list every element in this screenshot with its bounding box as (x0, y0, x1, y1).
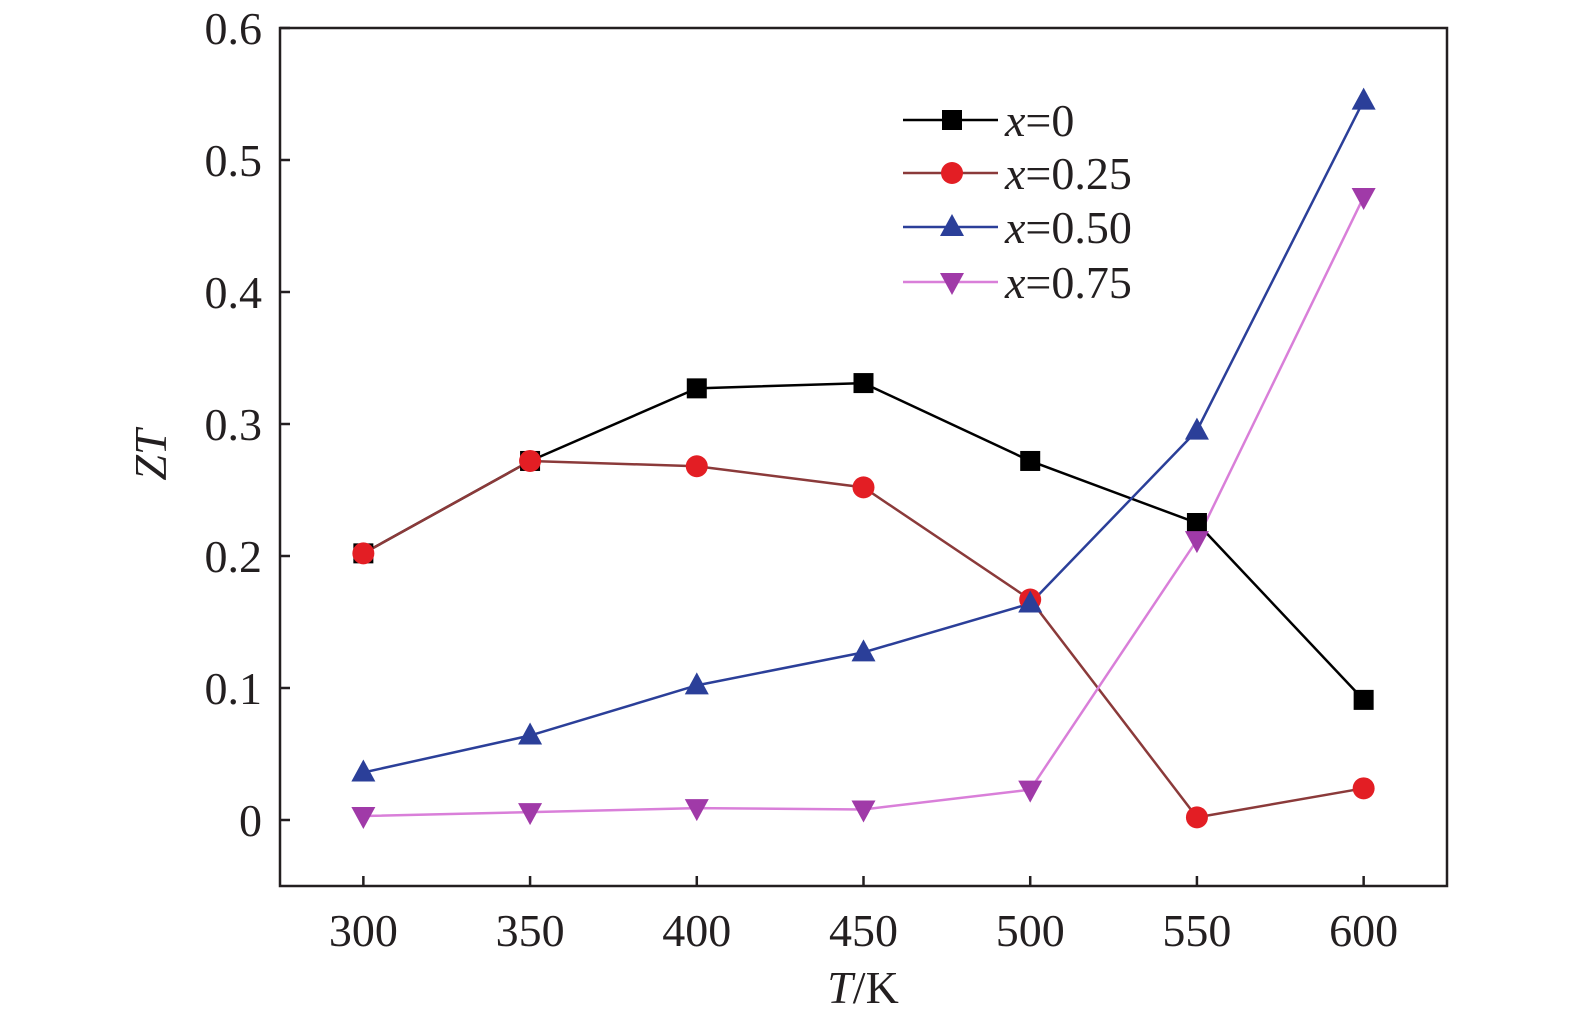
x-tick-label: 600 (1329, 905, 1398, 956)
legend-item-x075: x=0.75 (903, 257, 1132, 308)
data-point-x075 (1184, 531, 1209, 554)
series-line-x075 (363, 196, 1365, 818)
x-tick-label: 450 (829, 905, 898, 956)
data-point-x050 (351, 759, 376, 782)
legend-item-x0: x=0 (903, 95, 1074, 146)
data-point-x075 (1018, 780, 1043, 803)
data-point-x025 (352, 542, 375, 565)
legend-item-x050: x=0.50 (903, 202, 1132, 253)
y-tick-label: 0.2 (205, 531, 263, 582)
data-point-x075 (1351, 187, 1376, 210)
data-point-x025 (1352, 777, 1375, 800)
legend-marker (940, 273, 964, 295)
data-point-x075 (684, 799, 709, 822)
data-point-x050 (518, 722, 543, 745)
data-point-x075 (851, 800, 876, 823)
data-point-x0 (1020, 450, 1041, 471)
x-tick-label: 400 (662, 905, 731, 956)
data-point-x050 (851, 639, 876, 662)
x-tick-label: 500 (996, 905, 1065, 956)
legend-marker (940, 214, 964, 236)
x-tick-label: 350 (496, 905, 565, 956)
legend-marker (941, 162, 963, 184)
y-tick-label: 0.3 (205, 399, 263, 450)
data-point-x0 (1186, 513, 1207, 533)
data-point-x0 (686, 378, 707, 399)
series-line-x050 (363, 100, 1365, 774)
legend-marker (942, 110, 962, 130)
legend-label: x=0 (1004, 95, 1074, 146)
y-tick-label: 0 (239, 795, 262, 846)
data-point-x050 (684, 672, 709, 695)
x-tick-label: 300 (329, 905, 398, 956)
data-point-x050 (1184, 417, 1209, 440)
series-line-x025 (362, 459, 1364, 819)
data-point-x025 (1185, 806, 1208, 829)
legend-label: x=0.25 (1004, 148, 1132, 199)
data-point-x025 (852, 476, 875, 499)
x-tick-label: 550 (1162, 905, 1231, 956)
data-point-x0 (1353, 689, 1374, 710)
y-tick-label: 0.4 (205, 267, 263, 318)
data-point-x050 (1018, 590, 1043, 613)
data-point-x0 (853, 373, 874, 394)
data-point-x025 (685, 455, 708, 478)
y-tick-label: 0.5 (205, 135, 263, 186)
legend-item-x025: x=0.25 (903, 148, 1132, 199)
data-point-x025 (519, 449, 542, 472)
data-point-x050 (1351, 87, 1376, 110)
data-point-x075 (518, 803, 543, 826)
y-tick-label: 0.1 (205, 663, 263, 714)
legend-label: x=0.50 (1004, 202, 1132, 253)
legend-label: x=0.75 (1004, 257, 1132, 308)
x-axis-label: T/K (827, 962, 899, 1013)
plot-frame (278, 26, 1449, 888)
y-axis-label: ZT (125, 426, 176, 481)
data-point-x075 (351, 807, 376, 830)
y-tick-label: 0.6 (205, 3, 263, 54)
